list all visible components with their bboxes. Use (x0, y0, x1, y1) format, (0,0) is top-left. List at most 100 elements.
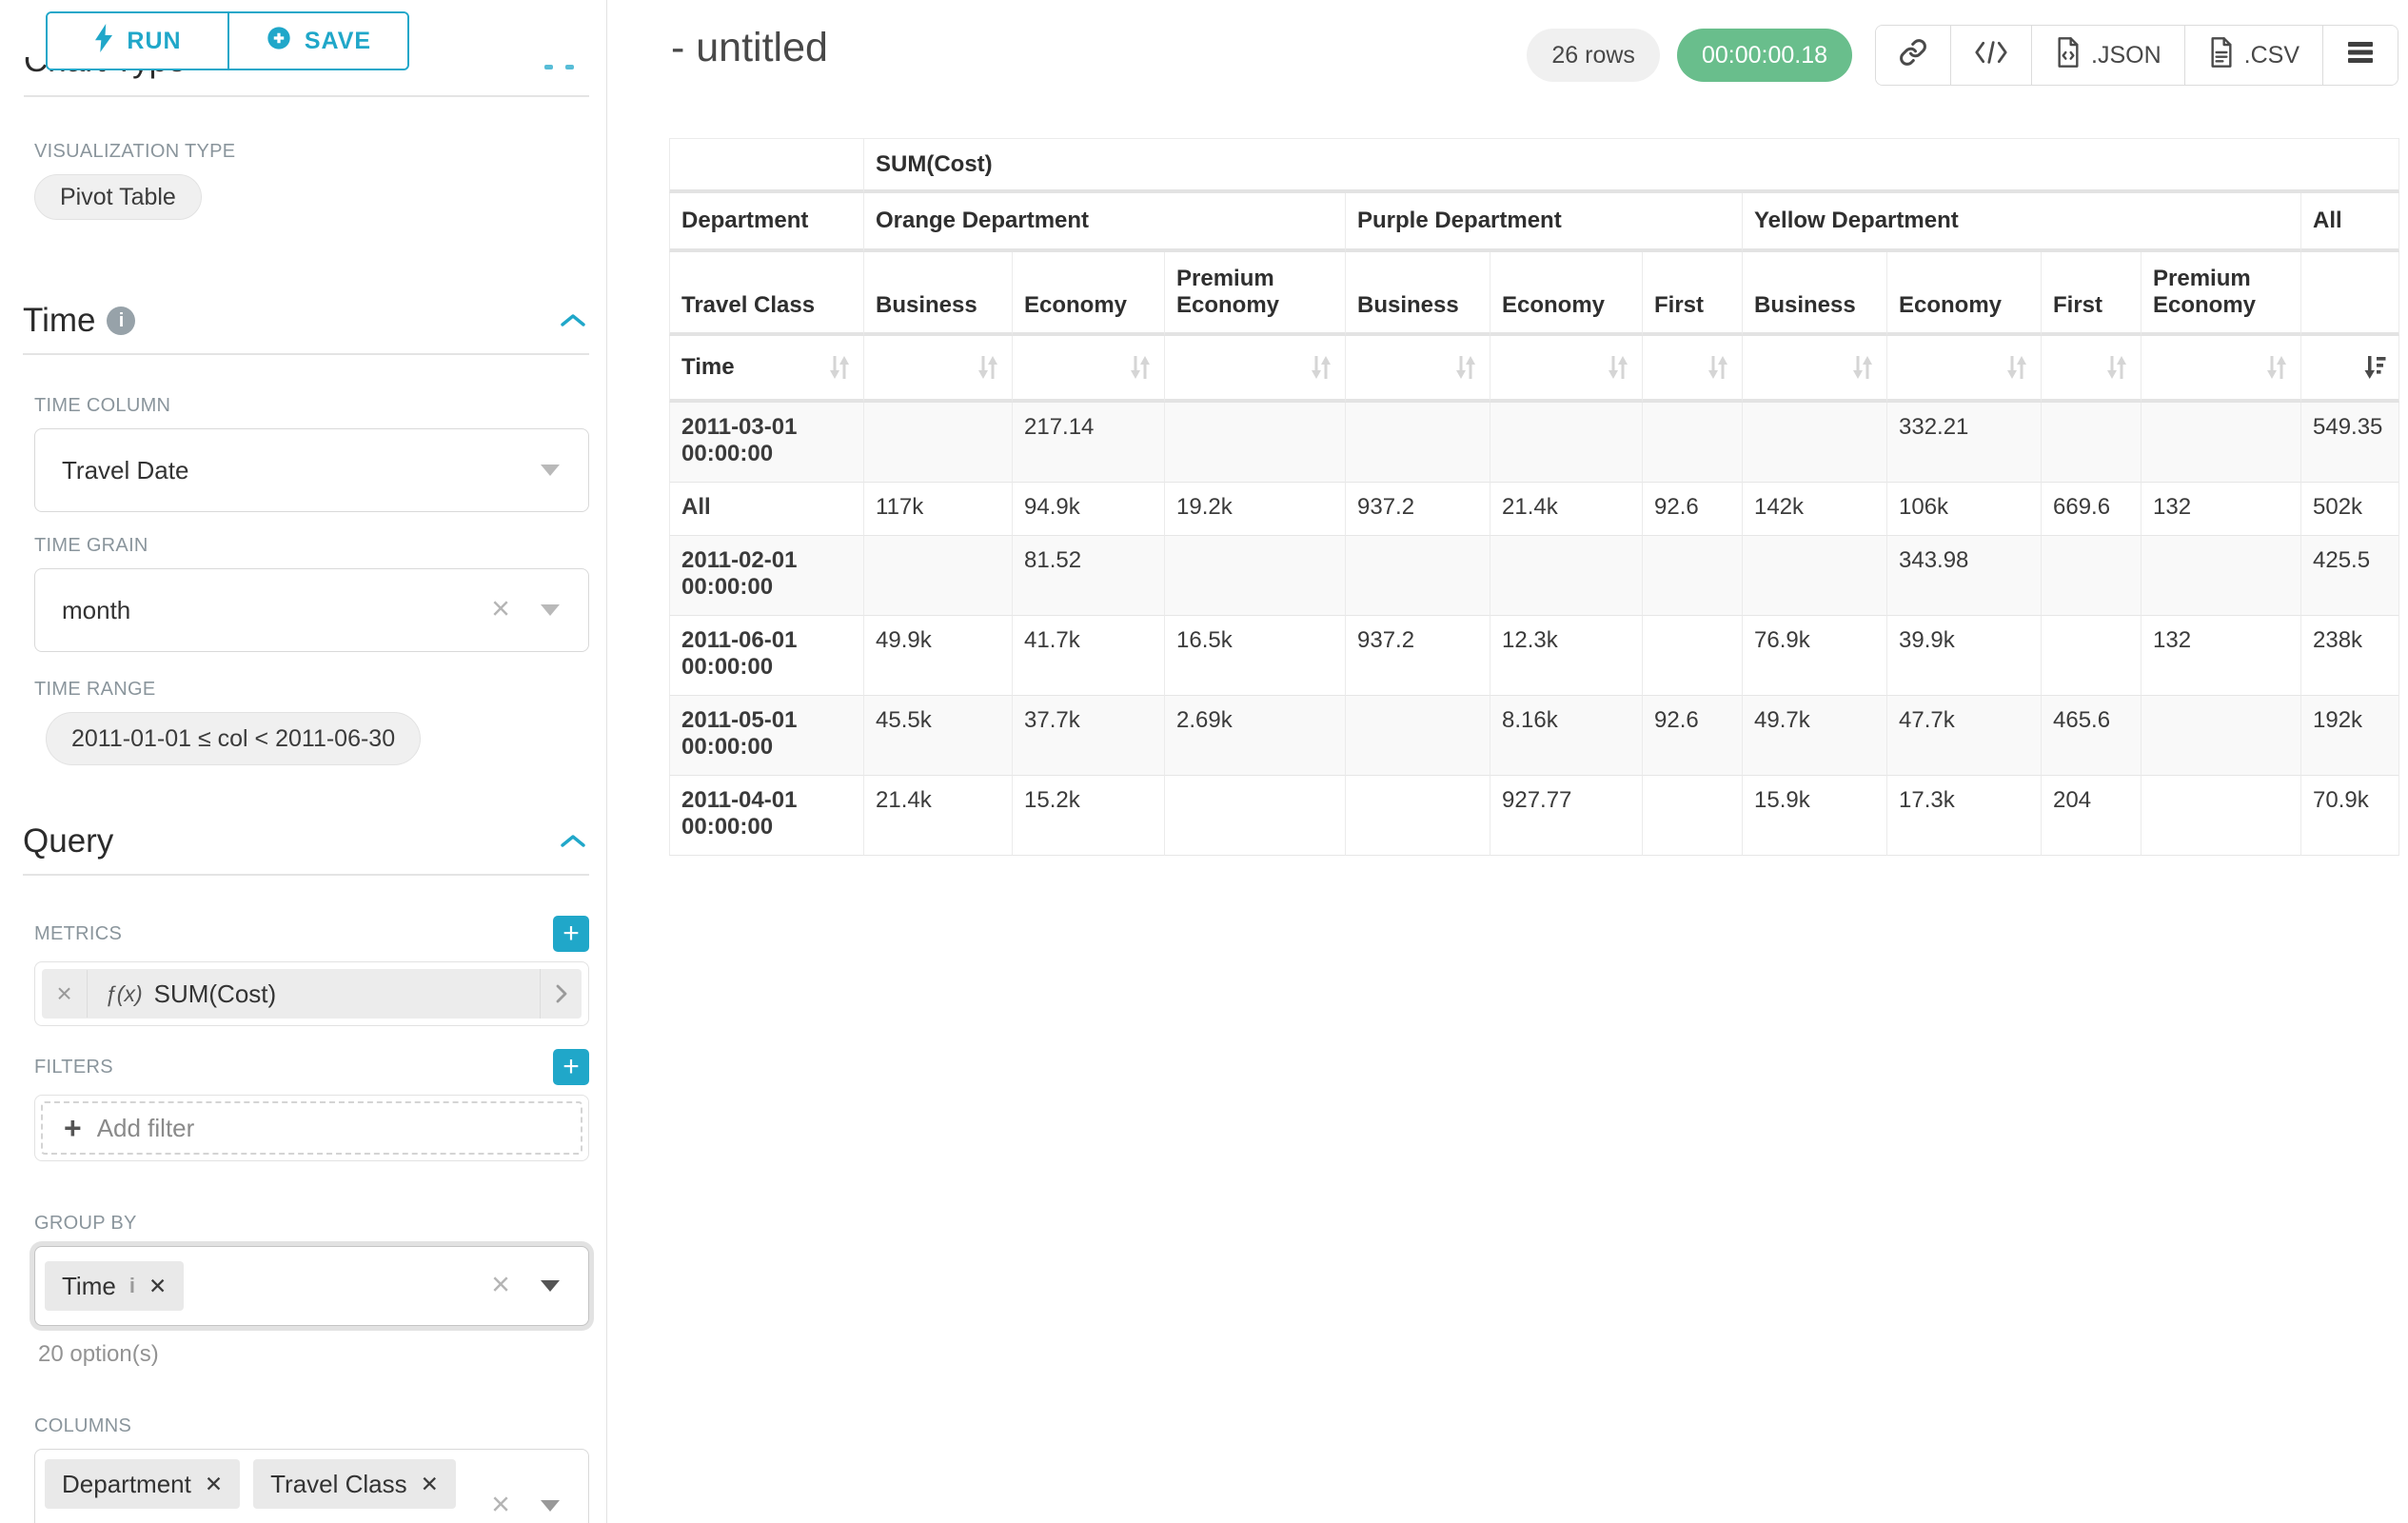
time-section-header: Time i (23, 302, 587, 340)
pivot-value-cell (2042, 403, 2142, 483)
pivot-value-cell: 49.9k (864, 616, 1013, 696)
sort-arrows-icon[interactable] (1453, 353, 1478, 382)
pivot-value-cell (2142, 536, 2301, 616)
chart-title: - untitled (671, 25, 828, 70)
run-button[interactable]: RUN (48, 13, 227, 69)
share-link-button[interactable] (1876, 26, 1951, 85)
chevron-up-icon[interactable] (559, 312, 587, 329)
group-by-options-hint: 20 option(s) (38, 1341, 159, 1367)
metrics-label: METRICS (34, 922, 123, 944)
time-axis-cell: Time (669, 336, 864, 403)
pivot-value-cell: 37.7k (1013, 696, 1165, 776)
time-column-label: TIME COLUMN (34, 395, 171, 416)
add-metric-button[interactable]: + (553, 916, 589, 952)
sort-cell (1013, 336, 1165, 403)
row-header-cell: All (669, 483, 864, 536)
menu-button[interactable] (2322, 26, 2398, 85)
remove-pill-icon[interactable]: ✕ (204, 1471, 224, 1496)
sort-cell (864, 336, 1013, 403)
metric-pill-body: ƒ(x) SUM(Cost) (88, 979, 540, 1009)
sort-arrows-icon[interactable] (2004, 353, 2029, 382)
pivot-value-cell: 19.2k (1165, 483, 1346, 536)
sort-arrows-icon[interactable] (2104, 353, 2129, 382)
columns-label: COLUMNS (34, 1415, 132, 1436)
sort-arrows-icon[interactable] (1706, 353, 1730, 382)
time-grain-label: TIME GRAIN (34, 535, 148, 556)
travel-class-header-cell: First (1643, 252, 1743, 336)
table-row: 2011-02-01 00:00:00 81.52 343.98 425.5 (669, 536, 2400, 616)
export-csv-button[interactable]: .CSV (2183, 26, 2322, 85)
pivot-value-cell: 142k (1743, 483, 1887, 536)
department-axis-label: Department (669, 193, 864, 252)
table-row: 2011-03-01 00:00:00 217.14 332.21 549.35 (669, 403, 2400, 483)
sort-arrows-icon[interactable] (1309, 353, 1333, 382)
pivot-value-cell: 39.9k (1887, 616, 2042, 696)
sort-cell (2142, 336, 2301, 403)
remove-pill-icon[interactable]: ✕ (420, 1471, 439, 1496)
sort-arrows-icon[interactable] (2264, 353, 2289, 382)
visualization-type-pill[interactable]: Pivot Table (34, 174, 202, 220)
clear-x-icon[interactable]: × (491, 590, 510, 627)
columns-select[interactable]: Department ✕ Travel Class ✕ × (34, 1449, 589, 1523)
group-by-select[interactable]: Time i ✕ × (34, 1246, 589, 1326)
sort-row: Time (669, 336, 2400, 403)
clear-x-icon[interactable]: × (491, 1266, 510, 1303)
sort-arrows-icon[interactable] (1606, 353, 1630, 382)
pivot-value-cell: 937.2 (1346, 616, 1490, 696)
pivot-value-cell: 549.35 (2301, 403, 2400, 483)
pivot-value-cell: 343.98 (1887, 536, 2042, 616)
pivot-table-container: SUM(Cost) Department Orange Department Purp… (608, 138, 2408, 856)
sort-arrows-icon[interactable] (1850, 353, 1875, 382)
export-json-button[interactable]: .JSON (2031, 26, 2184, 85)
chevron-right-icon[interactable] (540, 969, 582, 1019)
info-circle-icon: i (107, 307, 136, 335)
remove-metric-icon[interactable]: × (42, 970, 88, 1018)
chart-panel: - untitled 26 rows 00:00:00.18 (608, 0, 2408, 1523)
pivot-value-cell (1346, 536, 1490, 616)
panel-resize-dots[interactable] (544, 65, 574, 69)
travel-class-header-cell: Business (1346, 252, 1490, 336)
fx-label: ƒ(x) (105, 980, 143, 1006)
sort-arrows-icon[interactable] (1128, 353, 1153, 382)
pivot-value-cell: 15.2k (1013, 776, 1165, 856)
pivot-value-cell (2142, 776, 2301, 856)
embed-code-button[interactable] (1950, 26, 2032, 85)
pivot-value-cell (2042, 616, 2142, 696)
pivot-value-cell (1346, 696, 1490, 776)
save-button[interactable]: SAVE (227, 13, 407, 69)
sort-descending-icon[interactable] (2362, 353, 2387, 382)
sort-arrows-icon[interactable] (827, 353, 852, 382)
pivot-value-cell: 238k (2301, 616, 2400, 696)
pivot-value-cell (1490, 403, 1643, 483)
pivot-value-cell: 217.14 (1013, 403, 1165, 483)
clear-x-icon[interactable]: × (491, 1486, 510, 1523)
pivot-value-cell: 332.21 (1887, 403, 2042, 483)
row-header-cell: 2011-02-01 00:00:00 (669, 536, 864, 616)
pivot-value-cell (1643, 403, 1743, 483)
pivot-value-cell: 49.7k (1743, 696, 1887, 776)
caret-down-icon (541, 604, 560, 616)
pill-label: Department (62, 1469, 191, 1498)
time-grain-select[interactable]: month × (34, 568, 589, 652)
time-column-value: Travel Date (62, 455, 189, 485)
time-range-pill[interactable]: 2011-01-01 ≤ col < 2011-06-30 (46, 712, 422, 765)
add-filter-dropzone[interactable]: + Add filter (41, 1101, 582, 1155)
chevron-up-icon[interactable] (559, 833, 587, 850)
export-csv-label: .CSV (2243, 41, 2299, 69)
sort-arrows-icon[interactable] (976, 353, 1000, 382)
row-header-cell: 2011-03-01 00:00:00 (669, 403, 864, 483)
add-filter-label: Add filter (96, 1113, 195, 1142)
filters-control: + Add filter (34, 1095, 589, 1161)
time-column-select[interactable]: Travel Date (34, 428, 589, 512)
time-range-label: TIME RANGE (34, 679, 156, 700)
pivot-value-cell (1643, 616, 1743, 696)
table-row: 2011-04-01 00:00:00 21.4k 15.2k 927.77 15.9k… (669, 776, 2400, 856)
add-filter-button[interactable]: + (553, 1049, 589, 1085)
query-timer-badge: 00:00:00.18 (1676, 29, 1853, 82)
metric-pill[interactable]: × ƒ(x) SUM(Cost) (42, 969, 582, 1019)
pivot-value-cell: 45.5k (864, 696, 1013, 776)
remove-pill-icon[interactable]: ✕ (148, 1273, 168, 1298)
pivot-value-cell: 927.77 (1490, 776, 1643, 856)
pivot-value-cell: 669.6 (2042, 483, 2142, 536)
travel-class-axis-label: Travel Class (669, 252, 864, 336)
